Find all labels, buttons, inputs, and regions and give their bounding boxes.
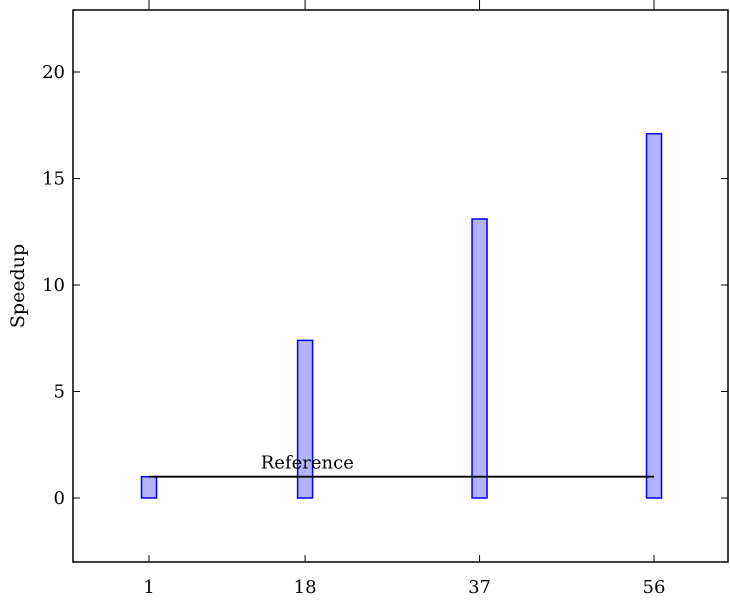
bar-56: [645, 133, 663, 499]
bar-18: [296, 339, 314, 499]
y-tick-label-5: 5: [54, 382, 65, 403]
bar-1: [140, 475, 158, 499]
y-tick-label-20: 20: [42, 62, 65, 83]
x-tick-label-37: 37: [468, 577, 491, 598]
x-tick-label-18: 18: [294, 577, 317, 598]
y-tick-label-0: 0: [54, 488, 65, 509]
reference-label: Reference: [261, 453, 354, 474]
x-tick-label-1: 1: [143, 577, 154, 598]
y-tick-label-10: 10: [42, 275, 65, 296]
y-tick-label-15: 15: [42, 169, 65, 190]
y-axis-label: Speedup: [7, 244, 29, 328]
bar-37: [471, 218, 488, 499]
x-tick-label-56: 56: [643, 577, 666, 598]
plot-frame: [72, 9, 729, 563]
